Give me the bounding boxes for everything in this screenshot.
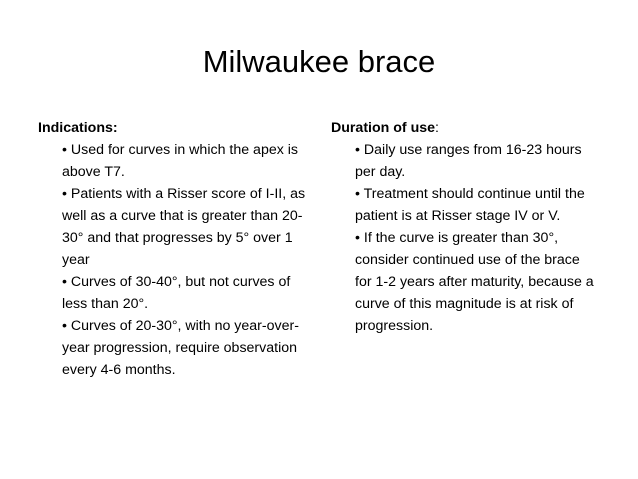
- bullet-item: • Curves of 30-40°, but not curves of le…: [62, 274, 291, 312]
- bullet-list: • Used for curves in which the apex is a…: [38, 139, 316, 381]
- heading-text: Duration of use: [331, 120, 436, 136]
- bullet-item: • Used for curves in which the apex is a…: [62, 142, 299, 180]
- column-heading: Indications:: [38, 120, 118, 136]
- bullet-item: • Daily use ranges from 16-23 hours per …: [355, 142, 582, 180]
- heading-suffix: :: [435, 120, 439, 136]
- bullet-item: • Patients with a Risser score of I-II, …: [62, 186, 306, 268]
- bullet-item: • Treatment should continue until the pa…: [355, 186, 585, 224]
- bullet-item: • If the curve is greater than 30°, cons…: [355, 230, 594, 334]
- slide-title: Milwaukee brace: [202, 44, 436, 79]
- left-column: Indications: • Used for curves in which …: [38, 117, 316, 381]
- right-column: Duration of use: • Daily use ranges from…: [331, 117, 599, 337]
- bullet-item: • Curves of 20-30°, with no year-over-ye…: [62, 318, 299, 378]
- column-heading: Duration of use:: [331, 117, 599, 139]
- bullet-list: • Daily use ranges from 16-23 hours per …: [331, 139, 599, 337]
